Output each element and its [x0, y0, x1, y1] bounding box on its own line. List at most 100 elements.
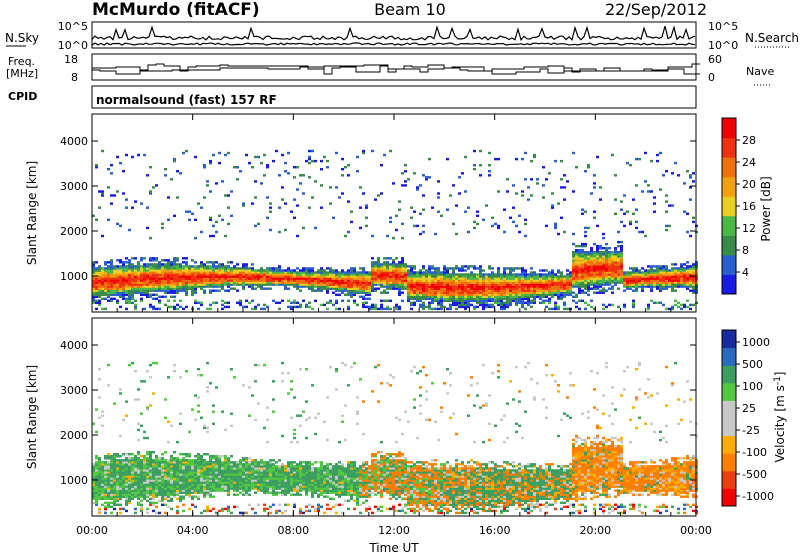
power-cell [188, 288, 191, 290]
power-cell [308, 207, 311, 209]
power-cell [221, 263, 224, 265]
power-cell [584, 251, 587, 253]
velocity-cell [191, 504, 194, 506]
power-cell [107, 261, 110, 263]
power-cell [413, 225, 416, 227]
velocity-cell [125, 492, 128, 494]
power-cell [539, 273, 542, 275]
power-cell [269, 207, 272, 209]
power-cell [422, 265, 425, 267]
power-cell [629, 267, 632, 269]
power-cell [620, 277, 623, 279]
power-cell [209, 261, 212, 263]
power-cell [656, 302, 659, 304]
velocity-cell [140, 504, 143, 506]
velocity-cell [191, 492, 194, 494]
power-cell [188, 277, 191, 279]
velocity-cell [155, 492, 158, 494]
ytick-label: 1000 [60, 270, 88, 283]
power-cell [308, 288, 311, 290]
power-cell [569, 271, 572, 273]
velocity-cell [98, 481, 101, 483]
power-cell [692, 180, 695, 182]
velocity-cell [98, 473, 101, 475]
velocity-cell [200, 467, 203, 469]
power-cell [167, 196, 170, 198]
power-cell [392, 269, 395, 271]
power-cell [674, 290, 677, 292]
ytick-label: 2000 [60, 225, 88, 238]
power-cell [302, 300, 305, 302]
power-cell [515, 158, 518, 160]
velocity-cell [182, 457, 185, 459]
power-colorbar-band [722, 216, 736, 236]
velocity-cell [155, 506, 158, 508]
velocity-cell [215, 457, 218, 459]
power-cell [359, 271, 362, 273]
power-cell [395, 304, 398, 306]
power-cell [314, 271, 317, 273]
power-cell [665, 265, 668, 267]
power-cell [542, 294, 545, 296]
power-cell [302, 277, 305, 279]
velocity-cell [218, 455, 221, 457]
power-cell [497, 158, 500, 160]
velocity-cell [122, 473, 125, 475]
power-cell [566, 269, 569, 271]
velocity-cell [101, 411, 104, 413]
power-cell [227, 302, 230, 304]
power-cell [170, 269, 173, 271]
power-cell [587, 277, 590, 279]
power-cell [368, 277, 371, 279]
velocity-cell [173, 473, 176, 475]
power-cell [281, 186, 284, 188]
power-cell [251, 300, 254, 302]
velocity-cell [239, 473, 242, 475]
velocity-cell [179, 459, 182, 461]
velocity-cell [146, 500, 149, 502]
power-cell [419, 294, 422, 296]
velocity-cell [119, 508, 122, 510]
velocity-cell [143, 481, 146, 483]
power-cell [128, 277, 131, 279]
power-cell [209, 217, 212, 219]
power-cell [374, 304, 377, 306]
power-cell [221, 269, 224, 271]
power-cell [179, 306, 182, 308]
power-cell [326, 277, 329, 279]
velocity-cell [107, 384, 110, 386]
velocity-cell [161, 498, 164, 500]
power-cell [176, 263, 179, 265]
power-cell [260, 182, 263, 184]
power-cell [593, 253, 596, 255]
power-cell [224, 277, 227, 279]
power-cell [293, 277, 296, 279]
power-cell [362, 192, 365, 194]
velocity-cell [197, 498, 200, 500]
velocity-cell [167, 481, 170, 483]
power-cell [398, 294, 401, 296]
power-cell [425, 176, 428, 178]
power-cell [101, 235, 104, 237]
power-cell [650, 190, 653, 192]
power-cell [464, 277, 467, 279]
velocity-cell [218, 510, 221, 512]
power-cell [437, 277, 440, 279]
power-cell [434, 288, 437, 290]
power-cell [167, 277, 170, 279]
power-cell [557, 269, 560, 271]
power-cell [638, 231, 641, 233]
velocity-cell [101, 481, 104, 483]
power-cell [188, 265, 191, 267]
power-cell [671, 269, 674, 271]
power-cell [275, 269, 278, 271]
power-cell [689, 269, 692, 271]
power-cell [281, 198, 284, 200]
power-cell [257, 156, 260, 158]
velocity-cell [161, 492, 164, 494]
power-heatmap [92, 150, 698, 310]
power-cell [506, 178, 509, 180]
power-cell [173, 263, 176, 265]
power-cell [665, 288, 668, 290]
power-cell [563, 288, 566, 290]
